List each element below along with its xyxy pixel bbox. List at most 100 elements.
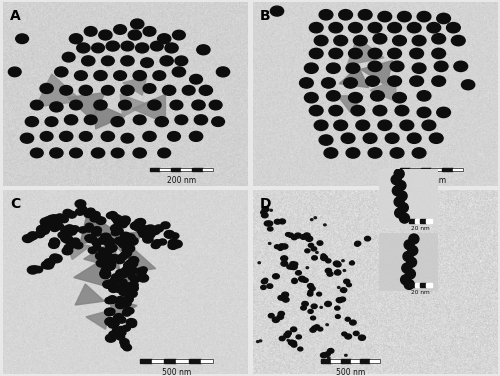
Circle shape — [70, 148, 82, 158]
Polygon shape — [347, 38, 384, 65]
Circle shape — [110, 224, 121, 232]
Circle shape — [394, 208, 405, 218]
Circle shape — [119, 288, 129, 296]
Circle shape — [103, 262, 113, 269]
Circle shape — [304, 63, 318, 73]
Circle shape — [130, 275, 139, 282]
Circle shape — [96, 259, 106, 267]
Circle shape — [28, 266, 38, 274]
Circle shape — [335, 262, 341, 267]
Circle shape — [92, 239, 102, 246]
Circle shape — [103, 280, 114, 288]
Circle shape — [64, 244, 73, 251]
Circle shape — [168, 242, 178, 249]
Circle shape — [263, 278, 268, 282]
Circle shape — [42, 222, 51, 229]
Circle shape — [105, 240, 114, 247]
Circle shape — [281, 256, 287, 261]
Text: B: B — [260, 9, 270, 23]
Circle shape — [286, 233, 290, 237]
Circle shape — [192, 100, 205, 110]
Circle shape — [114, 315, 124, 322]
Circle shape — [139, 230, 149, 238]
Circle shape — [68, 211, 76, 218]
Circle shape — [110, 320, 119, 327]
Circle shape — [148, 100, 161, 110]
Circle shape — [346, 283, 352, 287]
Circle shape — [28, 232, 38, 240]
Circle shape — [47, 215, 57, 223]
Circle shape — [22, 235, 33, 243]
Circle shape — [112, 230, 120, 236]
Circle shape — [356, 120, 370, 130]
Circle shape — [175, 115, 188, 124]
Circle shape — [264, 221, 271, 226]
Circle shape — [138, 274, 148, 282]
Circle shape — [390, 61, 404, 71]
Circle shape — [290, 262, 296, 266]
Bar — [176, 359, 188, 363]
Circle shape — [116, 270, 126, 277]
Circle shape — [74, 71, 88, 80]
Circle shape — [84, 115, 97, 124]
Polygon shape — [105, 232, 143, 258]
Circle shape — [296, 271, 302, 275]
Circle shape — [274, 245, 280, 249]
Circle shape — [302, 302, 308, 306]
Circle shape — [110, 277, 119, 284]
Circle shape — [108, 212, 117, 218]
Circle shape — [336, 315, 340, 318]
Circle shape — [403, 252, 413, 261]
Circle shape — [31, 266, 40, 272]
Circle shape — [343, 270, 345, 271]
Circle shape — [340, 297, 345, 302]
Circle shape — [319, 135, 333, 145]
Bar — [420, 168, 432, 171]
Circle shape — [44, 217, 54, 224]
Circle shape — [262, 213, 268, 218]
Circle shape — [346, 148, 360, 158]
Circle shape — [290, 343, 292, 345]
Circle shape — [118, 253, 127, 260]
Circle shape — [430, 133, 443, 143]
Circle shape — [126, 308, 134, 314]
Circle shape — [106, 41, 120, 51]
Circle shape — [266, 221, 272, 226]
Circle shape — [288, 233, 294, 237]
Circle shape — [158, 239, 166, 245]
Circle shape — [121, 85, 134, 95]
Circle shape — [324, 148, 338, 158]
Circle shape — [345, 317, 350, 321]
Circle shape — [400, 120, 413, 130]
Circle shape — [308, 290, 313, 294]
Circle shape — [314, 217, 316, 219]
Circle shape — [133, 71, 146, 80]
Circle shape — [336, 298, 343, 303]
Circle shape — [308, 309, 313, 313]
Circle shape — [260, 285, 266, 290]
Circle shape — [282, 294, 288, 298]
Circle shape — [116, 329, 126, 337]
Polygon shape — [75, 284, 104, 305]
Circle shape — [395, 105, 409, 116]
Circle shape — [326, 259, 331, 263]
Circle shape — [50, 225, 59, 232]
Circle shape — [84, 211, 93, 218]
Circle shape — [116, 238, 127, 246]
Circle shape — [316, 292, 322, 296]
Circle shape — [136, 218, 145, 226]
Circle shape — [210, 100, 222, 110]
Circle shape — [88, 247, 97, 253]
Circle shape — [117, 302, 126, 308]
Circle shape — [373, 33, 387, 44]
Bar — [409, 283, 415, 287]
Circle shape — [182, 85, 195, 95]
Circle shape — [52, 223, 60, 230]
Circle shape — [279, 219, 285, 224]
Circle shape — [108, 322, 116, 328]
Circle shape — [286, 331, 292, 335]
Circle shape — [99, 30, 112, 40]
Circle shape — [190, 131, 202, 141]
Circle shape — [94, 71, 107, 80]
Circle shape — [348, 92, 362, 103]
